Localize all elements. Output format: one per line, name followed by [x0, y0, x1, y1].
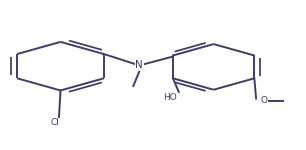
Text: O: O [260, 96, 267, 105]
Text: HO: HO [163, 93, 177, 102]
Text: N: N [136, 60, 143, 70]
Text: Cl: Cl [50, 118, 59, 127]
